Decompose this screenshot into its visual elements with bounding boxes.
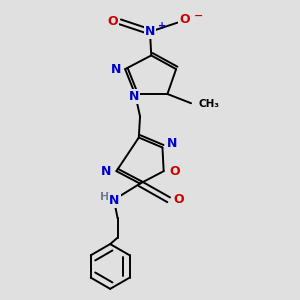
Text: −: − bbox=[194, 11, 203, 21]
Text: N: N bbox=[129, 89, 139, 103]
Text: N: N bbox=[101, 165, 111, 178]
Text: CH₃: CH₃ bbox=[198, 100, 219, 110]
Text: N: N bbox=[145, 25, 155, 38]
Text: N: N bbox=[167, 136, 177, 149]
Text: N: N bbox=[111, 63, 122, 76]
Text: +: + bbox=[158, 21, 166, 31]
Text: N: N bbox=[109, 194, 120, 207]
Text: O: O bbox=[179, 13, 190, 26]
Text: H: H bbox=[100, 192, 109, 202]
Text: O: O bbox=[173, 193, 184, 206]
Text: O: O bbox=[169, 165, 180, 178]
Text: O: O bbox=[108, 15, 119, 28]
